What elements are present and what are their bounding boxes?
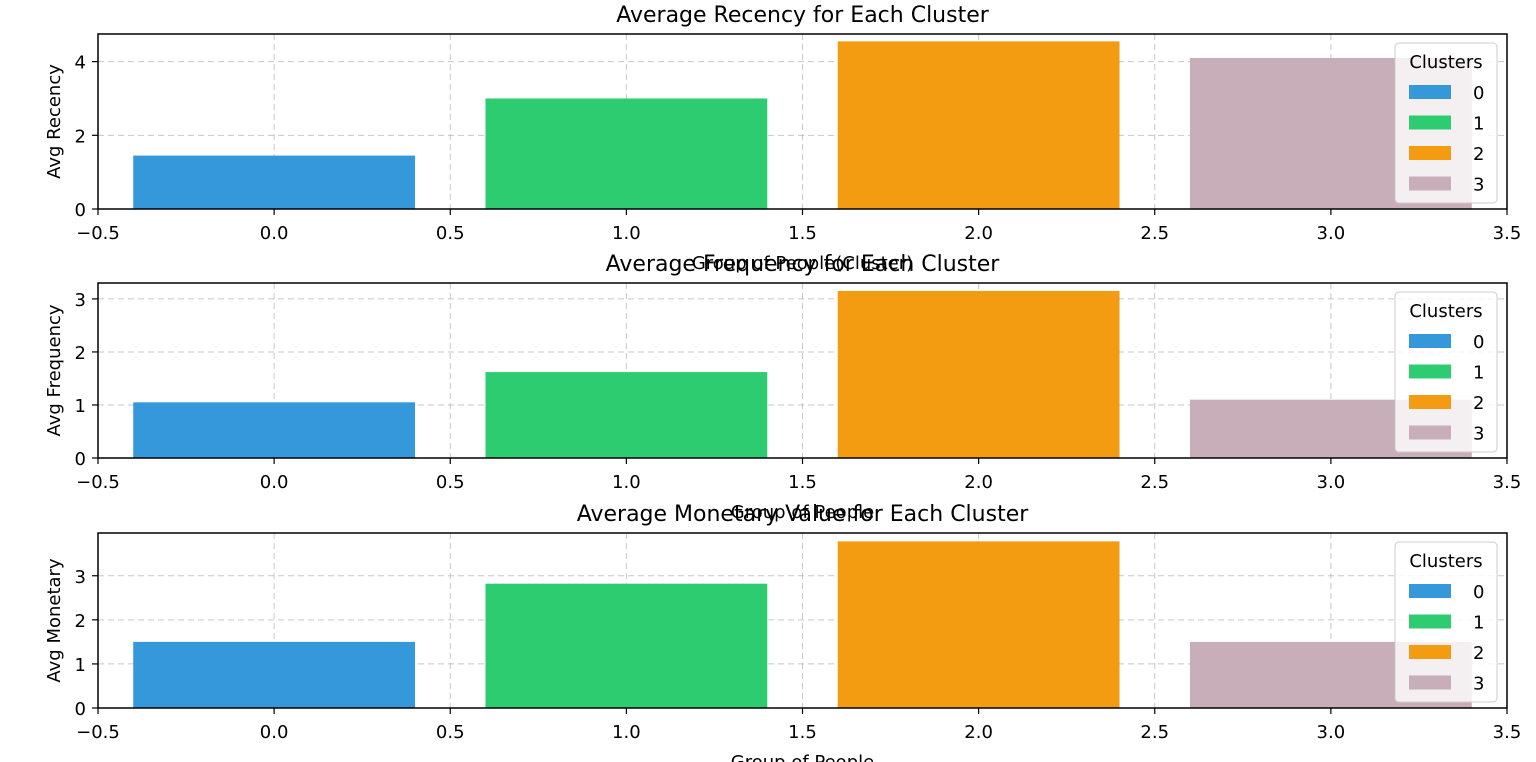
y-tick-label: 2 — [75, 343, 86, 364]
bar-cluster-0 — [133, 155, 416, 209]
y-axis-label: Avg Recency — [44, 64, 65, 179]
y-axis-label: Avg Monetary — [44, 558, 65, 683]
x-tick-label: 2.5 — [1140, 722, 1169, 743]
legend: Clusters 0 1 2 3 — [1394, 541, 1498, 703]
legend-title: Clusters — [1409, 52, 1482, 73]
x-tick-label: 1.0 — [612, 472, 641, 493]
legend-label: 3 — [1473, 175, 1484, 196]
legend-swatch-3 — [1409, 425, 1451, 440]
x-tick-label: 2.5 — [1140, 472, 1169, 493]
legend-label: 3 — [1473, 674, 1484, 695]
x-tick-label: 3.5 — [1493, 223, 1522, 244]
x-axis-label: Group of People — [731, 752, 874, 762]
x-axis-label: Group of People — [731, 502, 874, 523]
x-tick-label: 3.5 — [1493, 472, 1522, 493]
x-tick-label: 0.5 — [436, 472, 465, 493]
legend-label: 1 — [1473, 114, 1484, 135]
legend-swatch-1 — [1409, 115, 1451, 130]
x-tick-label: 1.5 — [788, 223, 817, 244]
y-tick-label: 0 — [75, 449, 86, 470]
bar-cluster-2 — [837, 290, 1120, 458]
x-tick-label: 1.0 — [612, 223, 641, 244]
x-tick-label: −0.5 — [76, 472, 120, 493]
legend-label: 0 — [1473, 83, 1484, 104]
x-tick-label: 3.0 — [1317, 472, 1346, 493]
legend-swatch-1 — [1409, 614, 1451, 629]
y-tick-label: 2 — [75, 126, 86, 147]
bar-cluster-0 — [133, 641, 416, 708]
legend-label: 1 — [1473, 613, 1484, 634]
y-tick-label: 1 — [75, 655, 86, 676]
x-tick-label: 2.0 — [964, 722, 993, 743]
x-tick-label: 0.5 — [436, 223, 465, 244]
legend-swatch-2 — [1409, 146, 1451, 160]
y-axis-label: Avg Frequency — [44, 304, 65, 436]
legend-swatch-3 — [1409, 675, 1451, 690]
x-tick-label: 0.0 — [260, 722, 289, 743]
x-tick-label: 2.5 — [1140, 223, 1169, 244]
legend-swatch-2 — [1409, 645, 1451, 659]
chart-panel-0: −0.5 0.0 0.5 1.0 1.5 2.0 2.5 3.0 3.5 0 2 4 Average R… — [44, 3, 1521, 274]
y-tick-label: 1 — [75, 396, 86, 417]
y-tick-label: 4 — [75, 53, 86, 74]
legend: Clusters 0 1 2 3 — [1394, 291, 1498, 453]
chart-title: Average Monetary Value for Each Cluster — [577, 502, 1030, 527]
bar-cluster-1 — [485, 372, 768, 458]
chart-panel-1: −0.5 0.0 0.5 1.0 1.5 2.0 2.5 3.0 3.5 0 1 2 3 Average … — [44, 252, 1521, 523]
legend-label: 0 — [1473, 332, 1484, 353]
x-tick-label: 1.5 — [788, 722, 817, 743]
bar-cluster-1 — [485, 98, 768, 209]
x-tick-label: −0.5 — [76, 223, 120, 244]
legend: Clusters 0 1 2 3 — [1394, 42, 1498, 204]
legend-label: 2 — [1473, 643, 1484, 664]
x-tick-label: 2.0 — [964, 223, 993, 244]
bar-cluster-2 — [837, 41, 1120, 209]
legend-title: Clusters — [1409, 301, 1482, 322]
legend-swatch-0 — [1409, 584, 1451, 598]
y-tick-label: 3 — [75, 567, 86, 588]
legend-label: 3 — [1473, 424, 1484, 445]
x-tick-label: 1.0 — [612, 722, 641, 743]
x-tick-label: 0.5 — [436, 722, 465, 743]
legend-swatch-1 — [1409, 364, 1451, 379]
legend-title: Clusters — [1409, 551, 1482, 572]
x-tick-label: 1.5 — [788, 472, 817, 493]
chart-title: Average Frequency for Each Cluster — [606, 252, 1001, 277]
chart-title: Average Recency for Each Cluster — [616, 3, 990, 28]
x-tick-label: 3.0 — [1317, 223, 1346, 244]
legend-label: 1 — [1473, 363, 1484, 384]
legend-label: 2 — [1473, 393, 1484, 414]
legend-swatch-0 — [1409, 85, 1451, 99]
x-tick-label: 3.0 — [1317, 722, 1346, 743]
bar-cluster-1 — [485, 583, 768, 708]
bar-cluster-2 — [837, 541, 1120, 708]
bar-cluster-0 — [133, 402, 416, 458]
legend-label: 0 — [1473, 582, 1484, 603]
y-tick-label: 0 — [75, 200, 86, 221]
y-tick-label: 3 — [75, 290, 86, 311]
legend-label: 2 — [1473, 144, 1484, 165]
chart-panel-2: −0.5 0.0 0.5 1.0 1.5 2.0 2.5 3.0 3.5 0 1 2 3 Average … — [44, 502, 1521, 762]
x-axis-label: Group of People(Cluster) — [692, 253, 913, 274]
x-tick-label: 3.5 — [1493, 722, 1522, 743]
legend-swatch-3 — [1409, 176, 1451, 191]
x-tick-label: −0.5 — [76, 722, 120, 743]
legend-swatch-2 — [1409, 395, 1451, 409]
legend-swatch-0 — [1409, 334, 1451, 348]
x-tick-label: 0.0 — [260, 223, 289, 244]
y-tick-label: 2 — [75, 611, 86, 632]
y-tick-label: 0 — [75, 699, 86, 720]
x-tick-label: 0.0 — [260, 472, 289, 493]
x-tick-label: 2.0 — [964, 472, 993, 493]
